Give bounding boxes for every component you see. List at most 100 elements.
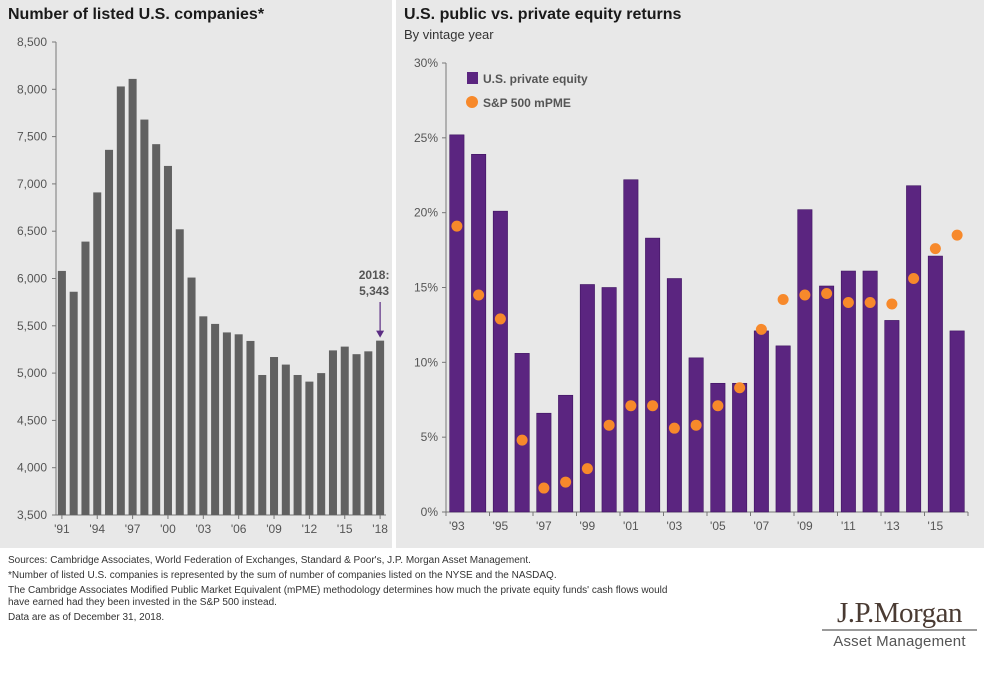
right-x-tick-label: '93 [449,519,465,533]
legend-pe-swatch [467,72,478,84]
left-x-tick-label: '03 [196,522,212,536]
left-bar-2013 [317,373,326,515]
right-x-tick-label: '05 [710,519,726,533]
legend-mpme-swatch [466,96,478,108]
logo-subtitle: Asset Management [833,633,966,650]
left-y-tick-label: 6,500 [17,224,47,238]
left-y-tick-label: 8,500 [17,35,47,49]
right-y-tick-label: 0% [421,505,439,519]
left-x-tick-label: '12 [302,522,318,536]
mpme-dot-1997 [538,482,550,494]
right-x-tick-label: '97 [536,519,552,533]
left-bar-2009 [270,357,279,515]
right-x-tick-label: '95 [493,519,509,533]
right-y-tick-label: 20% [414,206,438,220]
left-bar-2012 [305,381,314,515]
left-bar-2002 [187,277,196,515]
pe-bar-1993 [449,134,465,513]
left-bar-1997 [128,78,137,516]
pe-bar-1995 [492,210,508,513]
footer-sources: Sources: Cambridge Associates, World Fed… [8,555,531,566]
left-x-tick-label: '00 [160,522,176,536]
left-y-tick-label: 6,000 [17,272,47,286]
pe-bar-2016 [949,330,965,513]
mpme-dot-2007 [755,323,767,335]
mpme-dot-2009 [799,289,811,301]
mpme-dot-2004 [690,419,702,431]
left-bar-1999 [152,144,161,515]
left-y-tick-label: 4,500 [17,413,47,427]
annotation-arrow-head [376,330,385,338]
mpme-dot-2013 [886,298,898,310]
right-y-tick-label: 5% [421,430,439,444]
left-y-tick-label: 5,500 [17,319,47,333]
jpmorgan-logo: J.P.Morgan Asset Management [822,598,977,650]
left-x-tick-label: '09 [266,522,282,536]
footer-note-mpme-1: The Cambridge Associates Modified Public… [8,585,668,596]
left-y-tick-label: 3,500 [17,508,47,522]
left-bar-1991 [57,270,66,515]
left-x-tick-label: '91 [54,522,70,536]
left-bar-2003 [199,316,208,515]
mpme-dot-2012 [864,296,876,308]
left-x-tick-label: '97 [125,522,141,536]
mpme-dot-2014 [908,273,920,285]
right-x-tick-label: '13 [884,519,900,533]
mpme-dot-2015 [929,243,941,255]
left-bar-1994 [93,192,102,515]
left-x-tick-label: '94 [89,522,105,536]
left-bar-2006 [234,334,243,515]
pe-bar-2007 [753,330,769,513]
left-x-tick-label: '15 [337,522,353,536]
pe-bar-1996 [514,353,530,513]
pe-bar-2004 [688,357,704,513]
mpme-dot-2008 [777,293,789,305]
right-x-tick-label: '07 [754,519,770,533]
pe-bar-1998 [558,394,574,513]
pe-bar-1997 [536,412,552,513]
right-x-tick-label: '99 [580,519,596,533]
left-x-tick-label: '06 [231,522,247,536]
mpme-dot-2006 [734,382,746,394]
pe-bar-2010 [819,285,835,513]
left-bar-2017 [364,351,373,515]
legend-pe-label: U.S. private equity [483,72,588,86]
pe-bar-2005 [710,382,726,513]
mpme-dot-1999 [581,463,593,475]
right-x-tick-label: '09 [797,519,813,533]
mpme-dot-1995 [494,313,506,325]
right-chart-subtitle: By vintage year [404,27,494,42]
mpme-dot-2003 [668,422,680,434]
logo-rule [822,629,977,631]
mpme-dot-2010 [821,287,833,299]
charts-canvas: 3,500 4,000 4,500 5,000 5,500 6,000 6,500 7,000… [17,35,969,536]
left-bar-2016 [352,354,361,515]
left-bar-2008 [258,374,267,515]
left-bar-2004 [211,323,220,515]
pe-bar-2002 [645,237,661,513]
left-y-tick-label: 4,000 [17,461,47,475]
left-bar-2007 [246,340,255,515]
pe-bar-2013 [884,320,900,513]
footer-note-mpme-2: have earned had they been invested in th… [8,597,277,608]
left-bar-2005 [222,332,231,515]
pe-bar-2006 [732,382,748,513]
mpme-dot-1996 [516,434,528,446]
right-x-tick-label: '15 [928,519,944,533]
footer-note-listed: *Number of listed U.S. companies is repr… [8,570,557,581]
left-bar-2011 [293,374,302,515]
pe-bar-2000 [601,287,617,513]
left-bar-2000 [163,165,172,515]
left-bar-2018 [376,340,385,515]
right-y-tick-label: 30% [414,56,438,70]
mpme-dot-1998 [560,476,572,488]
pe-bar-2001 [623,179,639,513]
left-bar-2010 [281,364,290,515]
mpme-dot-2002 [647,400,659,412]
left-x-tick-label: '18 [372,522,388,536]
mpme-dot-1994 [473,289,485,301]
mpme-dot-2005 [712,400,724,412]
left-bar-1998 [140,119,149,516]
left-y-tick-label: 7,500 [17,130,47,144]
right-x-tick-label: '03 [667,519,683,533]
